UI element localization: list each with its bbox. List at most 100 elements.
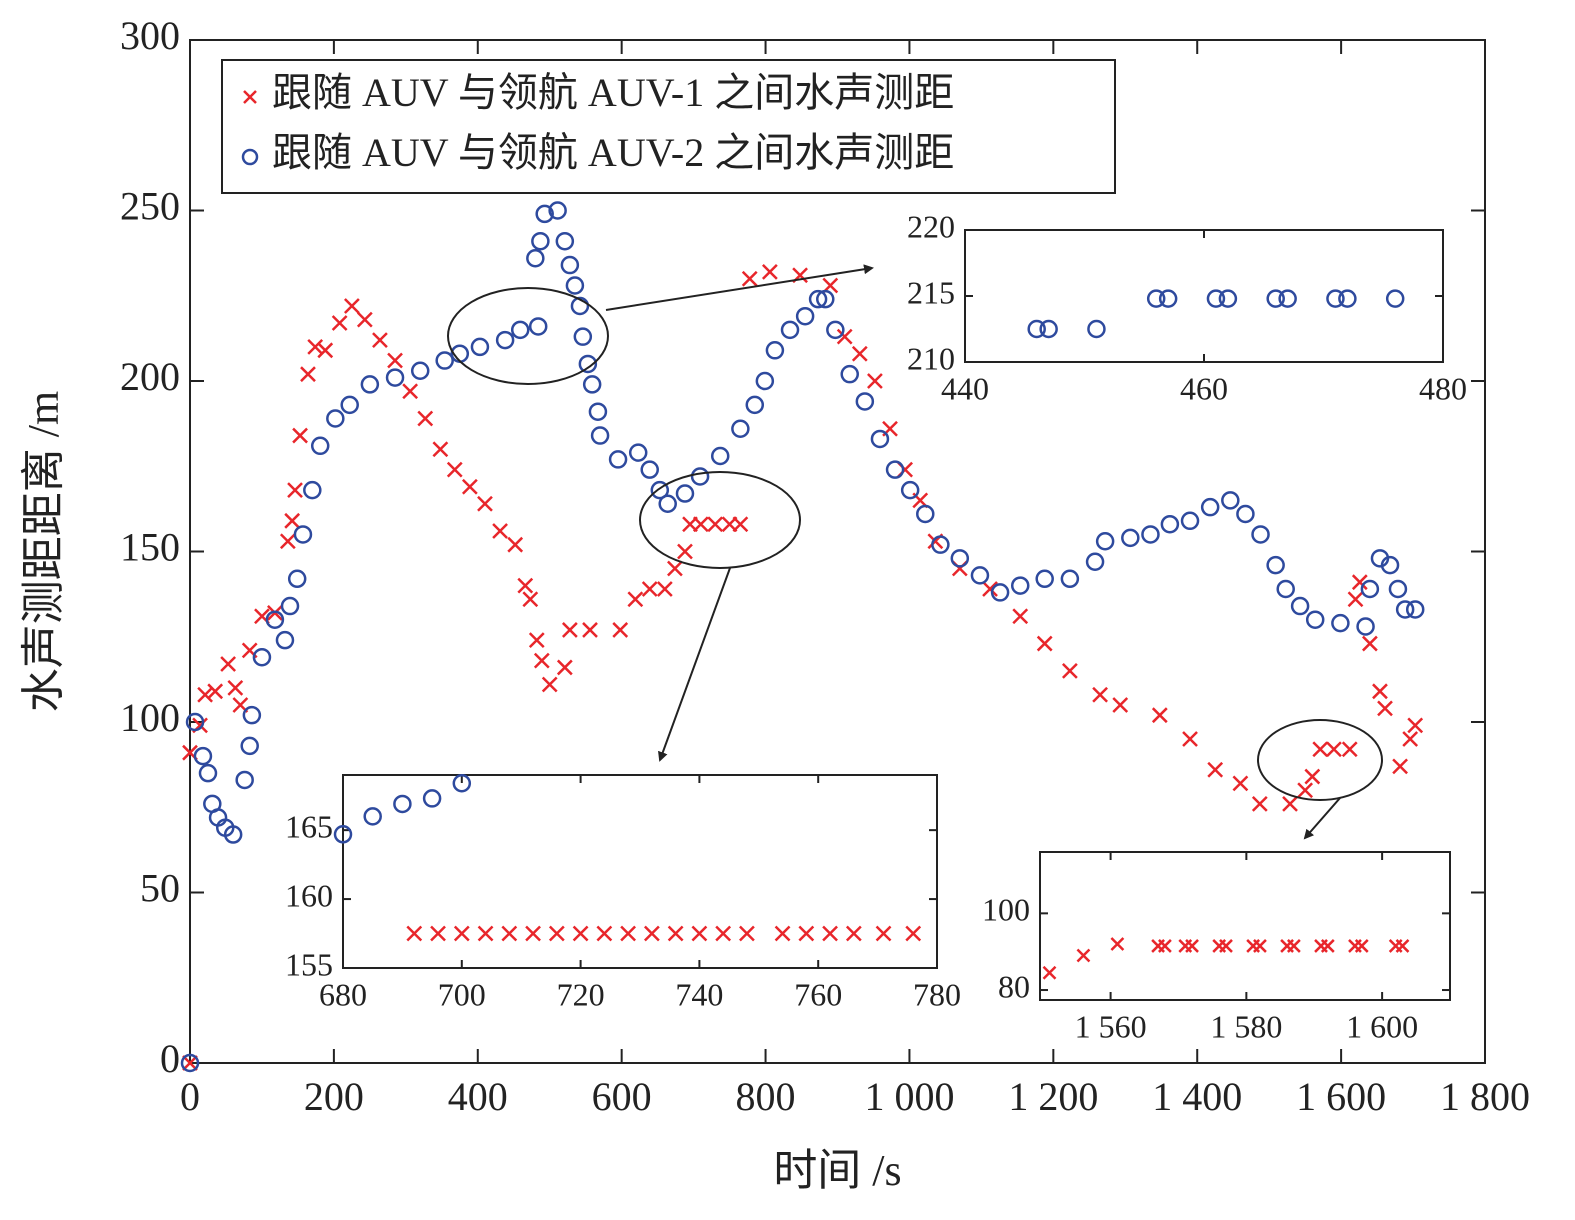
- y-tick-label: 220: [907, 208, 955, 244]
- point: [180, 1053, 200, 1073]
- point: [525, 925, 541, 942]
- point: [570, 296, 590, 316]
- point: [1326, 741, 1342, 758]
- point: [531, 231, 550, 251]
- point: [242, 705, 262, 725]
- point: [1092, 686, 1108, 703]
- x-tick-label: 460: [1180, 371, 1228, 407]
- point: [1372, 683, 1388, 700]
- x-tick-label: 740: [675, 977, 723, 1013]
- point: [1251, 525, 1270, 544]
- y-tick-label: 155: [285, 946, 333, 982]
- x-tick-label: 1 600: [1296, 1074, 1386, 1119]
- point: [533, 652, 550, 669]
- point: [1200, 497, 1220, 517]
- point: [1347, 591, 1364, 608]
- point: [555, 231, 575, 251]
- point: [1253, 939, 1267, 953]
- x-tick-label: 1 580: [1210, 1009, 1282, 1045]
- point: [1042, 965, 1057, 980]
- point: [572, 925, 589, 942]
- zoom-arrow: [658, 567, 731, 762]
- point: [755, 371, 775, 391]
- point: [1180, 511, 1200, 531]
- point: [1035, 569, 1054, 589]
- point: [252, 647, 272, 667]
- point: [1286, 939, 1301, 953]
- point: [548, 201, 567, 220]
- point: [522, 591, 539, 608]
- point: [1305, 610, 1325, 629]
- point: [387, 352, 403, 369]
- point: [1392, 758, 1408, 775]
- point: [1232, 775, 1249, 792]
- point: [1182, 731, 1198, 747]
- point: [715, 925, 732, 942]
- point: [517, 577, 534, 594]
- point: [677, 543, 693, 560]
- point: [385, 368, 405, 387]
- point: [656, 581, 673, 597]
- point: [950, 549, 970, 568]
- point: [1158, 289, 1178, 308]
- point: [492, 523, 508, 539]
- point: [1221, 491, 1240, 510]
- point: [410, 361, 430, 381]
- y-tick-label: 200: [120, 354, 180, 399]
- point: [279, 533, 296, 550]
- y-tick-label: 100: [982, 892, 1030, 928]
- point: [667, 925, 684, 942]
- point: [931, 535, 950, 554]
- point: [1141, 525, 1160, 544]
- point: [731, 419, 750, 438]
- point: [1385, 289, 1405, 308]
- point: [333, 825, 353, 844]
- point: [588, 402, 608, 421]
- point: [774, 925, 791, 942]
- point: [1360, 579, 1380, 599]
- point: [596, 925, 613, 942]
- point: [1036, 635, 1053, 652]
- point: [1160, 514, 1180, 534]
- point: [501, 925, 518, 942]
- point: [741, 270, 758, 287]
- point: [1304, 768, 1321, 785]
- point: [406, 925, 423, 942]
- point: [307, 339, 324, 355]
- point: [620, 925, 637, 942]
- point: [970, 566, 990, 585]
- inset-plot: 440 460 480 210 215 220: [907, 208, 1467, 406]
- point: [507, 536, 524, 553]
- point: [1341, 741, 1358, 758]
- point: [1276, 579, 1295, 599]
- point: [667, 560, 683, 577]
- x-tick-label: 1 600: [1346, 1009, 1418, 1045]
- point: [356, 311, 373, 328]
- x-tick-label: 1 200: [1008, 1074, 1098, 1119]
- point: [1405, 600, 1425, 619]
- main-plot: 0 200 400 600 800 1 000 1 200 1 400 1 600 1 800 0 5…: [19, 13, 1530, 1195]
- point: [990, 583, 1010, 602]
- point: [495, 330, 515, 350]
- point: [822, 925, 838, 942]
- point: [193, 746, 213, 766]
- point: [845, 925, 862, 942]
- point: [640, 460, 659, 479]
- inset-plot: 1 560 1 580 1 600 80 100: [982, 851, 1451, 1045]
- point: [548, 925, 565, 942]
- point: [1266, 555, 1285, 575]
- inset-plot: 680 700 720 740 760 780 155 160 165: [285, 774, 961, 1013]
- point: [765, 341, 785, 360]
- point: [840, 364, 859, 384]
- point: [905, 925, 922, 942]
- point: [510, 320, 530, 340]
- point: [326, 409, 345, 428]
- x-tick-label: 600: [592, 1074, 652, 1119]
- point: [1362, 635, 1378, 652]
- point: [402, 383, 419, 400]
- y-tick-label: 150: [120, 525, 180, 570]
- point: [1207, 761, 1224, 778]
- point: [287, 482, 303, 499]
- point: [1354, 939, 1369, 953]
